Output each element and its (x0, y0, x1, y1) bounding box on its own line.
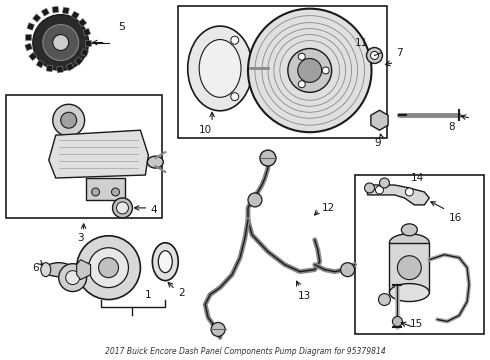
Bar (25, 33, 31, 40)
Circle shape (211, 323, 225, 336)
Text: 5: 5 (119, 22, 125, 32)
Text: 7: 7 (396, 49, 403, 58)
Bar (178, 6, 388, 138)
Circle shape (397, 256, 421, 280)
Polygon shape (76, 260, 91, 280)
Text: 11: 11 (355, 37, 368, 48)
Circle shape (248, 193, 262, 207)
Text: 10: 10 (198, 125, 212, 135)
Ellipse shape (147, 156, 163, 168)
Circle shape (117, 202, 128, 214)
Bar (66, 63, 74, 71)
Text: 2: 2 (178, 288, 185, 298)
Circle shape (370, 51, 378, 59)
Circle shape (288, 49, 332, 92)
Circle shape (89, 248, 128, 288)
Bar (83, 28, 91, 36)
Circle shape (113, 198, 132, 218)
Text: 1: 1 (145, 289, 152, 300)
Bar (52, 6, 59, 13)
Circle shape (112, 188, 120, 196)
Circle shape (341, 263, 355, 276)
Bar (29, 52, 37, 61)
Circle shape (231, 36, 239, 44)
Circle shape (322, 67, 329, 74)
Text: 13: 13 (298, 291, 311, 301)
Circle shape (367, 48, 383, 63)
Bar (355, 175, 484, 334)
Circle shape (248, 9, 371, 132)
Bar (78, 18, 87, 27)
Circle shape (76, 236, 141, 300)
Circle shape (53, 35, 69, 50)
Circle shape (375, 186, 384, 194)
Bar (32, 14, 41, 22)
Circle shape (365, 183, 374, 193)
Circle shape (59, 264, 87, 292)
Text: 15: 15 (409, 319, 422, 329)
Text: 4: 4 (150, 205, 157, 215)
Polygon shape (368, 185, 429, 205)
Bar (27, 23, 34, 30)
Circle shape (405, 188, 414, 196)
Bar (81, 49, 89, 57)
Circle shape (374, 115, 385, 125)
Text: 16: 16 (449, 213, 463, 223)
Circle shape (61, 112, 76, 128)
Circle shape (392, 316, 402, 327)
Bar (36, 60, 44, 68)
Bar (6, 95, 162, 218)
Bar (25, 43, 32, 51)
Bar (46, 65, 53, 72)
Circle shape (298, 81, 305, 88)
Ellipse shape (41, 263, 51, 276)
Bar (71, 11, 79, 19)
Bar (74, 57, 83, 65)
Bar (62, 7, 69, 14)
Circle shape (92, 188, 99, 196)
Bar (390, 243, 429, 293)
Circle shape (231, 93, 239, 101)
Circle shape (43, 24, 78, 60)
Text: 6: 6 (32, 263, 39, 273)
Circle shape (98, 258, 119, 278)
Circle shape (33, 15, 89, 71)
Bar (85, 40, 91, 45)
Ellipse shape (45, 263, 73, 276)
Circle shape (298, 53, 305, 60)
Text: 8: 8 (448, 122, 455, 132)
Text: 2017 Buick Encore Dash Panel Components Pump Diagram for 95379814: 2017 Buick Encore Dash Panel Components … (105, 347, 385, 356)
Ellipse shape (390, 284, 429, 302)
Polygon shape (49, 130, 148, 178)
Ellipse shape (188, 26, 252, 111)
Bar (41, 8, 49, 16)
Circle shape (53, 104, 85, 136)
Circle shape (260, 150, 276, 166)
Ellipse shape (199, 40, 241, 97)
Circle shape (298, 58, 322, 82)
Ellipse shape (158, 251, 172, 273)
Text: 14: 14 (411, 173, 424, 183)
Ellipse shape (152, 243, 178, 280)
Text: 9: 9 (374, 138, 381, 148)
Bar (86, 178, 125, 200)
Circle shape (379, 178, 390, 188)
Ellipse shape (401, 224, 417, 236)
Bar (56, 66, 63, 73)
Ellipse shape (390, 234, 429, 252)
Text: 12: 12 (322, 203, 335, 213)
Circle shape (66, 271, 80, 285)
Circle shape (378, 293, 391, 306)
Text: 3: 3 (77, 233, 84, 243)
